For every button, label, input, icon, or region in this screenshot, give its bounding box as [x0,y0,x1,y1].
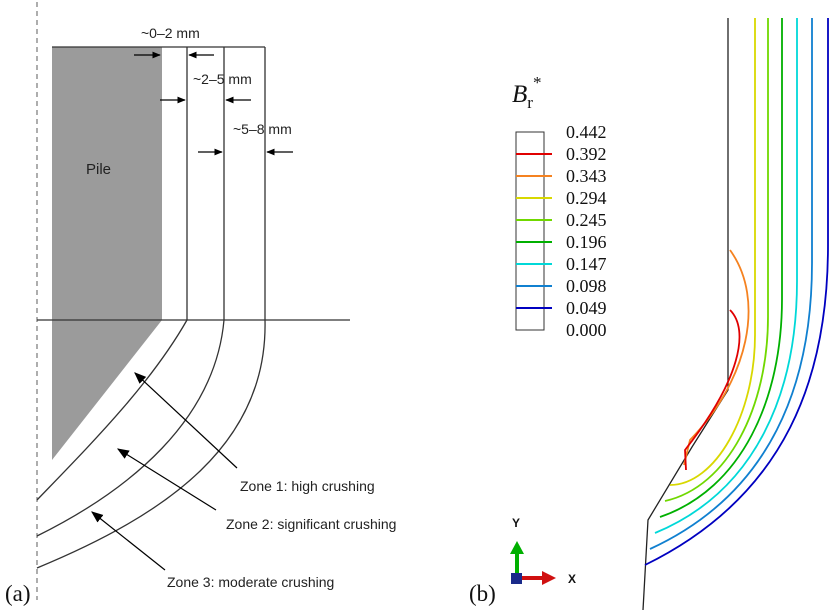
dim-label-3: ~5–8 mm [233,121,292,137]
zone1-boundary-curve [36,319,188,501]
zone2-pointer [116,448,217,511]
zone3-pointer [91,511,166,571]
zone1-pointer [134,372,238,469]
panel-b-label: (b) [469,581,496,606]
legend-value-4: 0.245 [566,210,607,230]
zone2-label: Zone 2: significant crushing [226,516,396,532]
zone3-label: Zone 3: moderate crushing [167,574,334,590]
panel-a: Pile ~0–2 mm ~2–5 mm ~5–8 mm Zone 1: hig… [5,2,396,606]
dim-label-2: ~2–5 mm [193,71,252,87]
contour-plot [642,18,829,611]
contour-line-4 [659,18,783,518]
legend-value-2: 0.343 [566,166,607,186]
legend-value-9: 0.000 [566,320,607,340]
legend-value-3: 0.294 [566,188,607,208]
x-axis-arrowhead [542,571,556,585]
legend-value-8: 0.049 [566,298,607,318]
pile-label: Pile [86,161,111,178]
legend-title-subscript: r [527,93,533,112]
contour-line-3 [654,18,798,534]
dim-label-1: ~0–2 mm [141,25,200,41]
pile-shape [52,47,162,460]
panel-a-label: (a) [5,581,31,606]
legend-value-7: 0.098 [566,276,607,296]
legend-items: 0.4420.3920.3430.2940.2450.1960.1470.098… [516,122,607,340]
legend-value-1: 0.392 [566,144,607,164]
legend-title-superscript: * [533,73,542,92]
legend-title: Br* [512,73,541,112]
legend-value-0: 0.442 [566,122,607,142]
contour-line-1 [644,18,829,566]
legend-box [515,131,545,331]
contour-line-2 [649,18,813,550]
zone3-boundary-curve [36,319,266,569]
axis-origin [511,573,522,584]
y-axis-label: Y [512,516,520,530]
contour-line-6 [669,18,756,486]
legend-value-5: 0.196 [566,232,607,252]
legend-title-symbol: B [512,81,527,108]
contour-line-8 [684,309,741,471]
x-axis-label: X [568,572,576,586]
axis-triad: Y X [510,516,576,586]
contour-line-5 [664,18,769,502]
zone1-label: Zone 1: high crushing [240,478,375,494]
legend-value-6: 0.147 [566,254,607,274]
zone2-boundary-curve [36,319,225,537]
y-axis-arrowhead [510,541,524,554]
pile-outline [642,18,729,611]
panel-b: Br* 0.4420.3920.3430.2940.2450.1960.1470… [469,18,829,611]
contour-line-7 [683,249,750,466]
